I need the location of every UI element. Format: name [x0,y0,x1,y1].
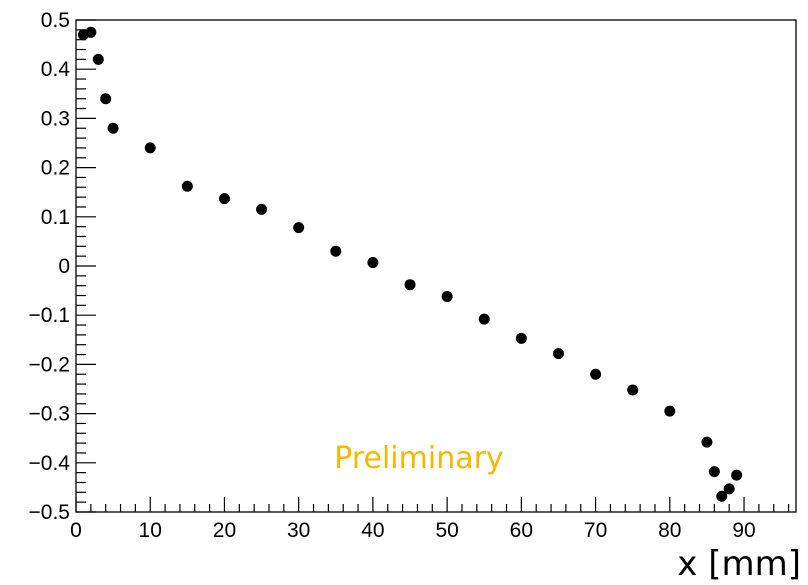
data-point [256,203,268,215]
data-point [218,193,230,205]
x-tick-label: 80 [658,519,681,542]
x-tick-label: 30 [287,519,310,542]
data-points [77,26,743,502]
y-tick-label: −0.4 [29,452,71,475]
y-tick-label: 0.1 [41,206,70,229]
data-point [708,466,720,478]
data-point [590,368,602,380]
y-tick-label: −0.3 [29,403,70,426]
data-point [664,405,676,417]
x-tick-label: 0 [70,519,82,542]
y-tick-label: 0.5 [41,9,70,32]
data-point [144,142,156,154]
data-point [404,279,416,291]
data-point [701,436,713,448]
x-tick-label: 50 [435,519,458,542]
y-tick-label: −0.2 [29,353,70,376]
data-point [330,245,342,257]
y-tick-label: 0.2 [41,157,70,180]
x-axis-label: x [mm] [677,544,801,584]
x-tick-label: 40 [361,519,384,542]
data-point [367,257,379,269]
x-tick-label: 90 [732,519,755,542]
x-tick-label: 10 [139,519,162,542]
y-tick-label: 0.3 [41,107,70,130]
data-point [181,180,193,192]
y-tick-label: −0.1 [29,304,70,327]
data-point [478,313,490,325]
y-tick-label: 0 [58,255,70,278]
preliminary-annotation: Preliminary [334,441,503,476]
data-point [100,93,112,105]
y-axis-ticks [76,19,96,513]
y-tick-label: 0.4 [41,58,71,81]
data-point [716,490,728,502]
data-point [293,222,305,234]
x-axis-ticks [75,497,790,512]
x-tick-label: 60 [510,519,533,542]
data-point [552,348,564,360]
y-axis-tick-labels: −0.5 −0.4 −0.3 −0.2 −0.1 0 0.1 0.2 0.3 0.4 0.5 [29,9,71,524]
x-tick-label: 70 [584,519,607,542]
x-axis-tick-labels: 0 10 20 30 40 50 60 70 80 90 [70,519,756,542]
data-point [92,53,104,65]
data-point [627,384,639,396]
data-point [731,469,743,481]
data-point [107,122,119,134]
data-point [85,26,97,38]
plot-frame [75,19,797,513]
x-tick-label: 20 [213,519,236,542]
data-point [723,483,735,495]
data-point [441,291,453,303]
y-tick-label: −0.5 [29,501,70,524]
data-point [515,332,527,344]
